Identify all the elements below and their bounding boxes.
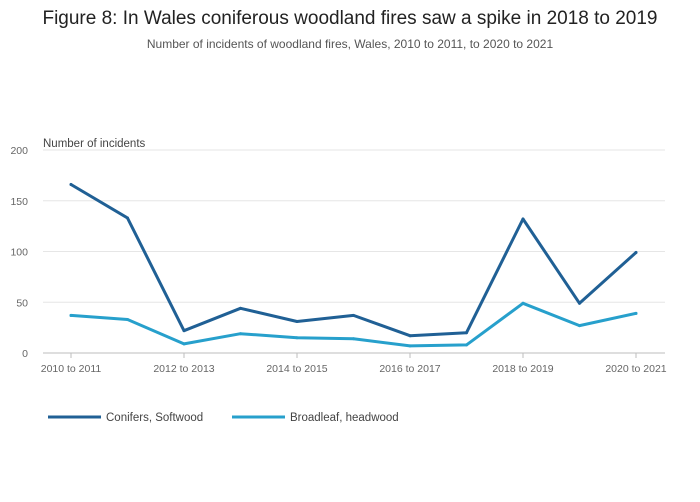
data-point — [634, 251, 638, 255]
data-point — [408, 334, 412, 338]
x-tick-label: 2012 to 2013 — [153, 363, 214, 375]
data-point — [126, 216, 129, 220]
data-point — [182, 329, 186, 333]
data-point — [465, 331, 468, 335]
y-tick-label: 150 — [10, 196, 28, 208]
data-point — [521, 301, 525, 305]
data-point — [465, 343, 468, 347]
data-point — [408, 344, 412, 348]
legend: Conifers, Softwood Broadleaf, headwood — [48, 412, 399, 424]
legend-label: Conifers, Softwood — [106, 412, 203, 424]
y-axis-label: Number of incidents — [43, 138, 146, 150]
data-point — [634, 311, 638, 315]
data-point — [352, 337, 355, 341]
data-point — [578, 301, 581, 305]
x-axis-ticks: 2010 to 2011 2012 to 2013 2014 to 2015 2016… — [41, 353, 667, 375]
data-point — [239, 332, 242, 336]
y-tick-label: 100 — [10, 247, 28, 259]
legend-label: Broadleaf, headwood — [290, 412, 399, 424]
series-lines — [69, 183, 638, 348]
data-point — [521, 217, 525, 221]
x-tick-label: 2018 to 2019 — [492, 363, 553, 375]
x-tick-label: 2010 to 2011 — [41, 363, 102, 375]
data-point — [126, 318, 129, 322]
y-tick-label: 0 — [22, 348, 28, 360]
gridlines — [43, 149, 665, 354]
chart-subtitle: Number of incidents of woodland fires, W… — [146, 37, 554, 51]
data-point — [239, 306, 242, 310]
data-point — [295, 336, 299, 340]
data-point — [352, 313, 355, 317]
data-point — [295, 320, 299, 324]
data-point — [69, 313, 73, 317]
y-tick-label: 200 — [10, 145, 28, 157]
y-axis-ticks: 0 50 100 150 200 — [10, 145, 28, 360]
x-tick-label: 2020 to 2021 — [605, 363, 666, 375]
data-point — [182, 342, 186, 346]
data-point — [578, 324, 581, 328]
y-tick-label: 50 — [16, 297, 28, 309]
x-tick-label: 2014 to 2015 — [266, 363, 327, 375]
chart-title: Figure 8: In Wales coniferous woodland f… — [42, 8, 658, 29]
x-tick-label: 2016 to 2017 — [379, 363, 440, 375]
data-point — [69, 183, 73, 187]
